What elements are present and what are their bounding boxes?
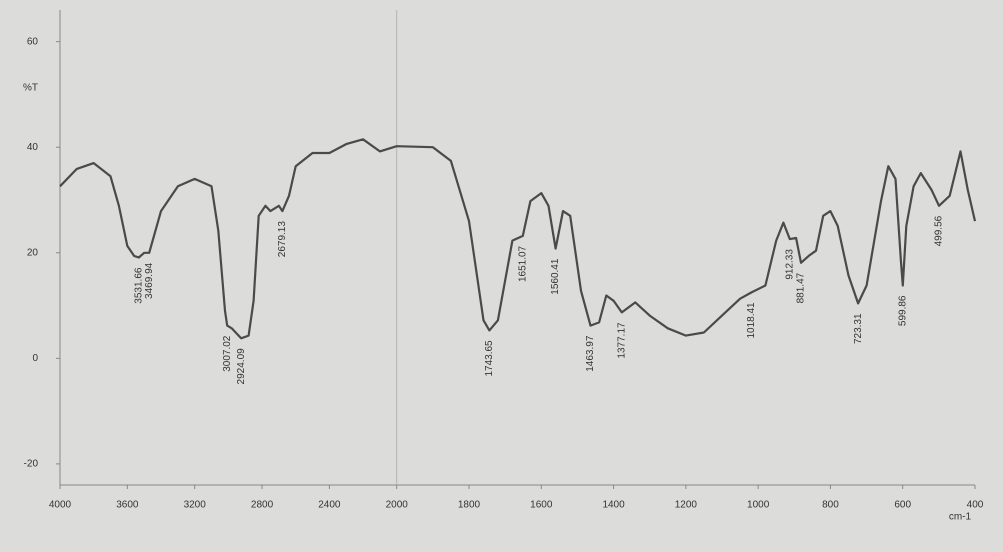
peak-label: 3531.66 (133, 267, 144, 304)
peak-label: 3469.94 (144, 262, 155, 299)
peak-label: 1018.41 (746, 302, 757, 339)
peak-label: 881.47 (796, 272, 807, 303)
x-tick-label: 4000 (49, 500, 72, 511)
x-tick-label: 2400 (318, 500, 341, 511)
y-tick-label: -20 (24, 459, 39, 470)
peak-label: 499.56 (934, 215, 945, 246)
peak-label: 1560.41 (550, 258, 561, 295)
y-tick-label: 40 (27, 142, 39, 153)
x-tick-label: 1000 (747, 500, 770, 511)
peak-label: 3007.02 (222, 335, 233, 372)
y-axis-label: %T (23, 83, 38, 94)
peak-label: 2924.09 (236, 348, 247, 385)
x-tick-label: 1600 (530, 500, 553, 511)
peak-label: 1377.17 (616, 322, 627, 359)
x-tick-label: 3600 (116, 500, 139, 511)
x-tick-label: 400 (967, 500, 984, 511)
peak-label: 723.31 (853, 313, 864, 344)
peak-label: 1743.65 (484, 340, 495, 377)
x-tick-label: 2000 (386, 500, 409, 511)
y-tick-label: 20 (27, 247, 39, 258)
x-tick-label: 1800 (458, 500, 481, 511)
x-tick-label: 600 (894, 500, 911, 511)
peak-label: 912.33 (784, 249, 795, 280)
peak-label: 1463.97 (585, 335, 596, 372)
y-tick-label: 60 (27, 36, 39, 47)
peak-label: 2679.13 (277, 221, 288, 258)
y-tick-label: 0 (32, 353, 38, 364)
x-tick-label: 1400 (602, 500, 625, 511)
x-tick-label: 800 (822, 500, 839, 511)
spectrum-line (59, 138, 977, 340)
x-tick-label: 2800 (251, 500, 274, 511)
x-tick-label: 3200 (184, 500, 207, 511)
x-axis-label: cm-1 (949, 512, 972, 523)
x-tick-label: 1200 (675, 500, 698, 511)
peak-label: 599.86 (897, 295, 908, 326)
peak-label: 1651.07 (517, 245, 528, 282)
